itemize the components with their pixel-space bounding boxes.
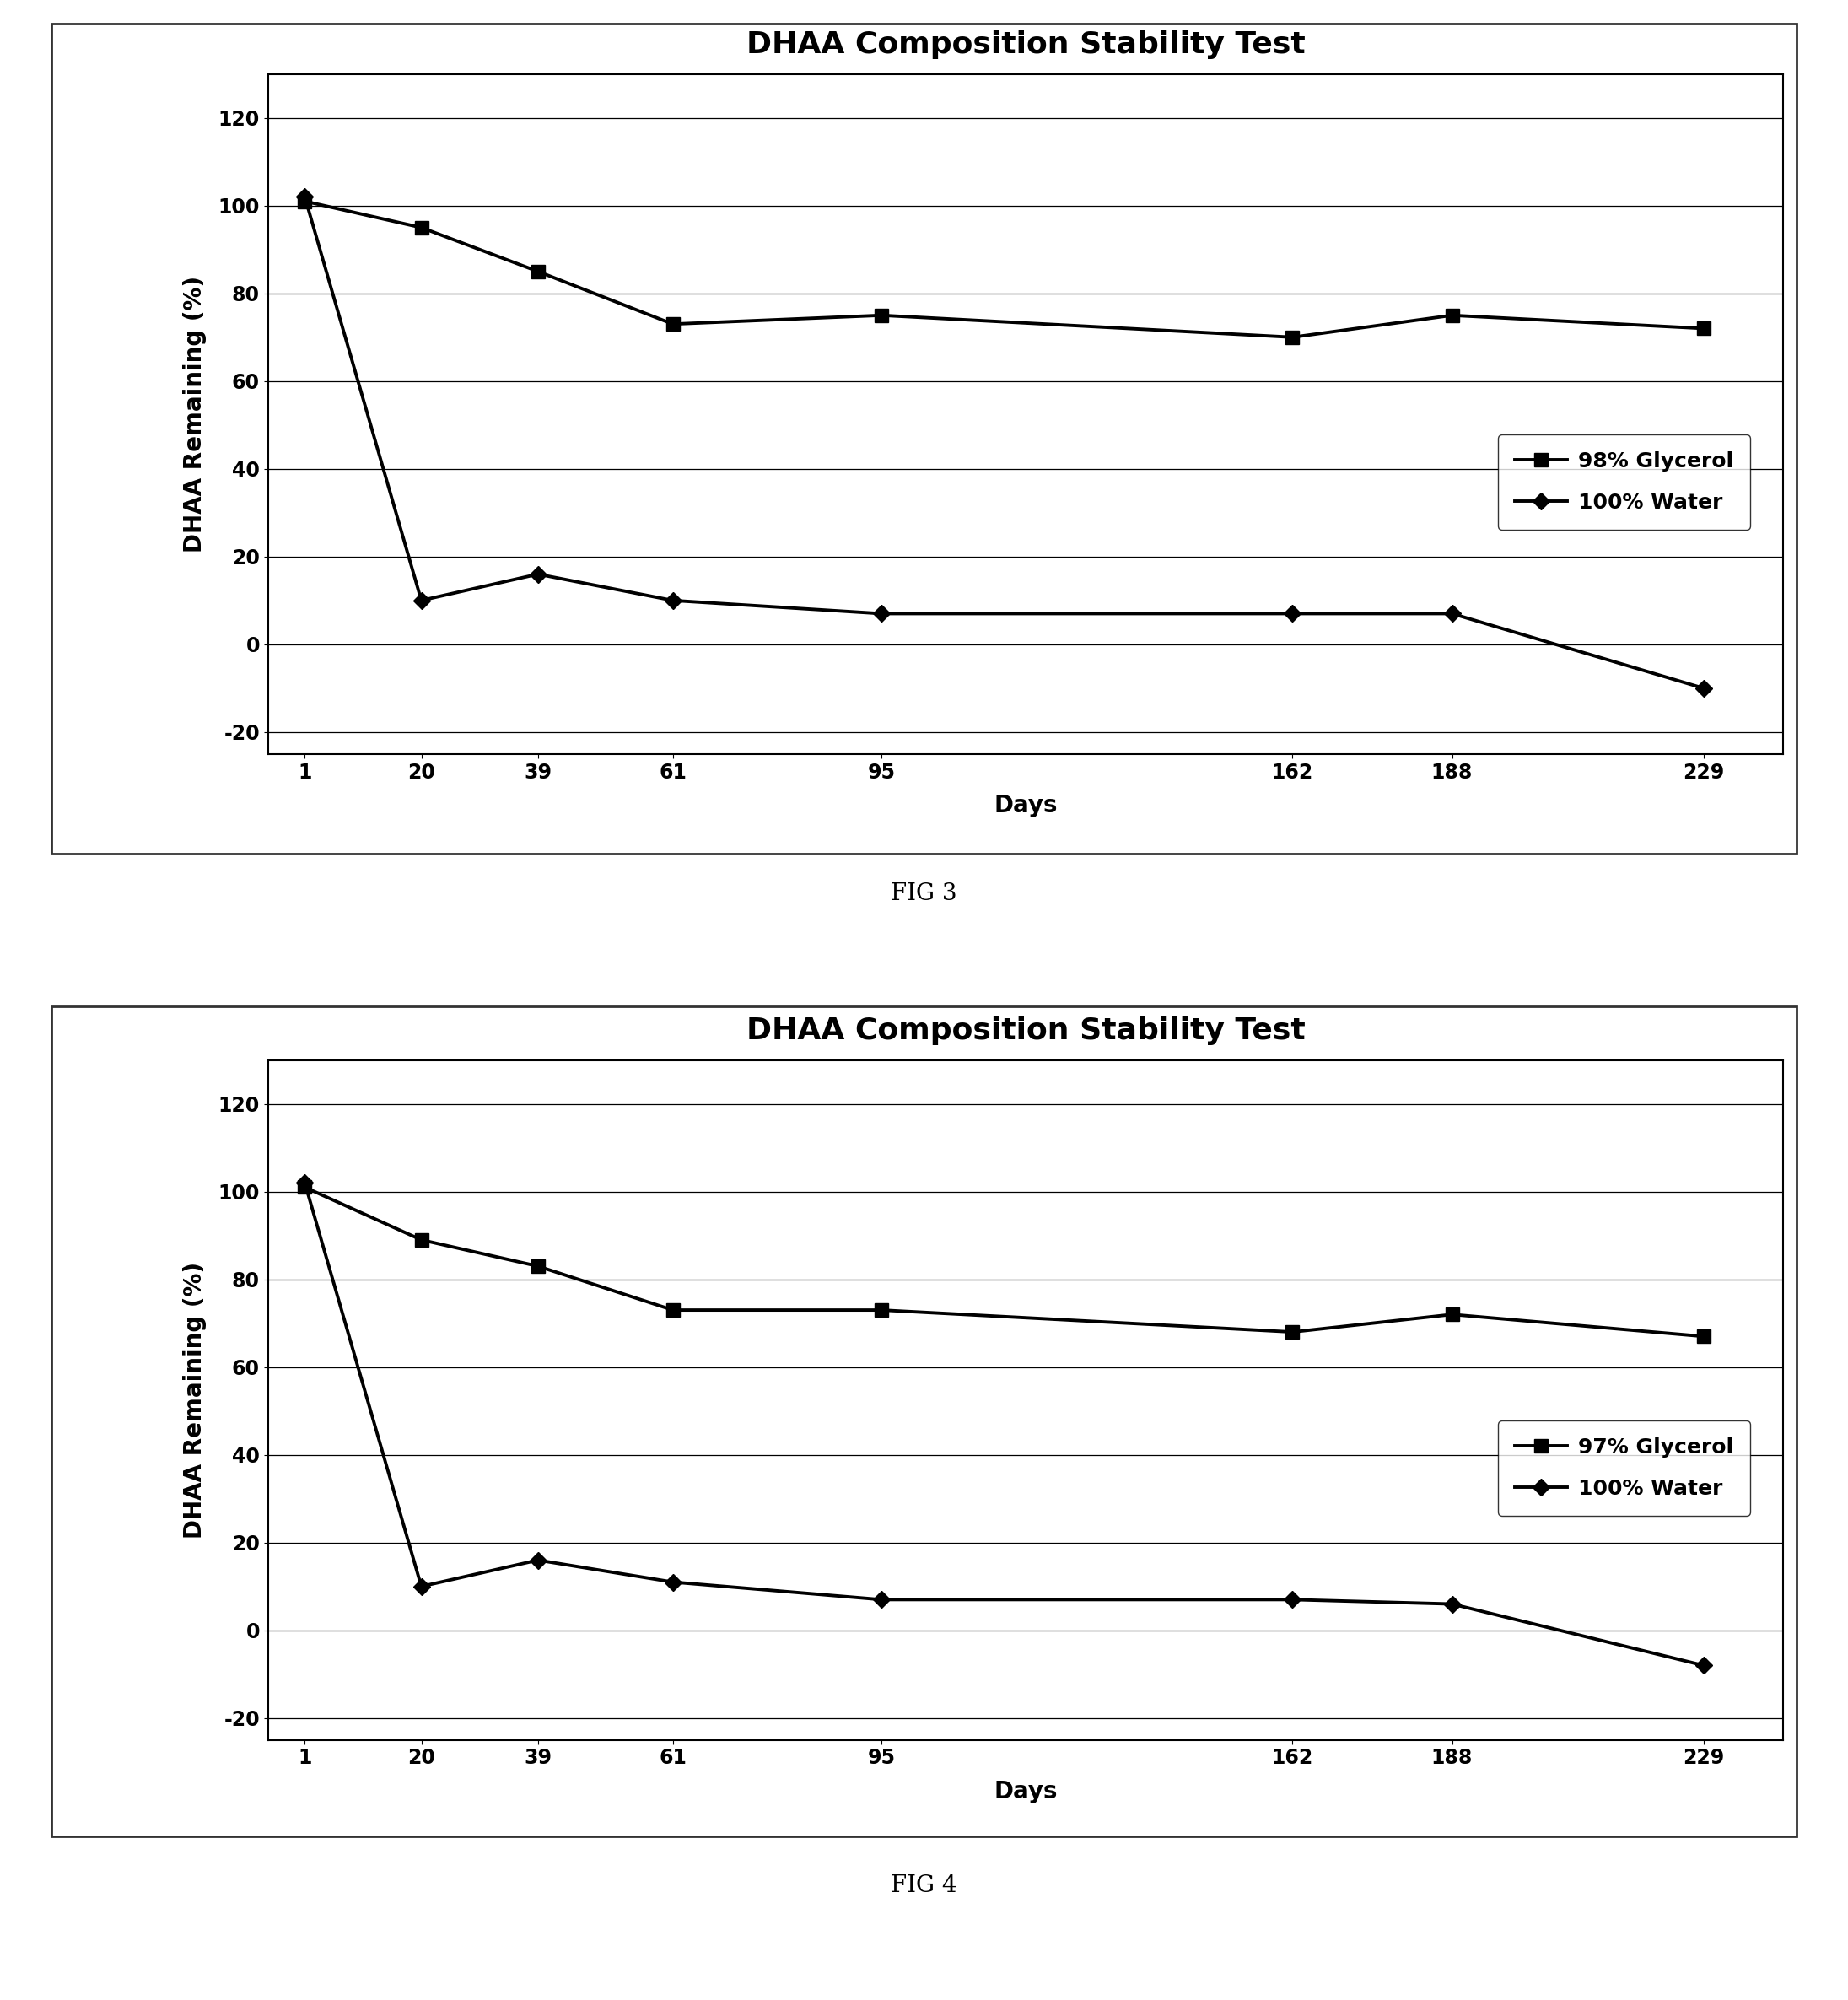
Text: FIG 3: FIG 3: [891, 882, 957, 906]
100% Water: [1281, 602, 1303, 626]
100% Water: [1441, 1592, 1464, 1616]
100% Water: [662, 588, 684, 612]
97% Glycerol: [527, 1254, 549, 1278]
X-axis label: Days: Days: [994, 1780, 1057, 1804]
Y-axis label: DHAA Remaining (%): DHAA Remaining (%): [183, 276, 207, 552]
100% Water: [527, 1548, 549, 1572]
100% Water: [410, 1574, 432, 1598]
100% Water: [527, 562, 549, 586]
Text: FIG 4: FIG 4: [891, 1874, 957, 1898]
98% Glycerol: [527, 260, 549, 284]
100% Water: [1441, 602, 1464, 626]
100% Water: [662, 1570, 684, 1594]
Y-axis label: DHAA Remaining (%): DHAA Remaining (%): [183, 1262, 207, 1538]
97% Glycerol: [1441, 1302, 1464, 1326]
100% Water: [870, 1588, 893, 1612]
98% Glycerol: [294, 190, 316, 214]
100% Water: [1281, 1588, 1303, 1612]
Line: 97% Glycerol: 97% Glycerol: [298, 1180, 1709, 1342]
98% Glycerol: [1693, 316, 1715, 340]
100% Water: [1693, 676, 1715, 700]
X-axis label: Days: Days: [994, 794, 1057, 818]
98% Glycerol: [410, 216, 432, 240]
97% Glycerol: [662, 1298, 684, 1322]
100% Water: [870, 602, 893, 626]
100% Water: [1693, 1654, 1715, 1678]
Title: DHAA Composition Stability Test: DHAA Composition Stability Test: [747, 30, 1305, 58]
98% Glycerol: [1441, 304, 1464, 328]
98% Glycerol: [1281, 326, 1303, 350]
Line: 98% Glycerol: 98% Glycerol: [298, 194, 1709, 344]
97% Glycerol: [294, 1176, 316, 1200]
Title: DHAA Composition Stability Test: DHAA Composition Stability Test: [747, 1016, 1305, 1044]
97% Glycerol: [870, 1298, 893, 1322]
Line: 100% Water: 100% Water: [299, 190, 1709, 694]
Line: 100% Water: 100% Water: [299, 1176, 1709, 1672]
Legend: 97% Glycerol, 100% Water: 97% Glycerol, 100% Water: [1497, 1420, 1750, 1516]
97% Glycerol: [1281, 1320, 1303, 1344]
98% Glycerol: [870, 304, 893, 328]
98% Glycerol: [662, 312, 684, 336]
97% Glycerol: [1693, 1324, 1715, 1348]
100% Water: [294, 184, 316, 208]
Legend: 98% Glycerol, 100% Water: 98% Glycerol, 100% Water: [1497, 434, 1750, 530]
100% Water: [410, 588, 432, 612]
100% Water: [294, 1170, 316, 1194]
97% Glycerol: [410, 1228, 432, 1252]
